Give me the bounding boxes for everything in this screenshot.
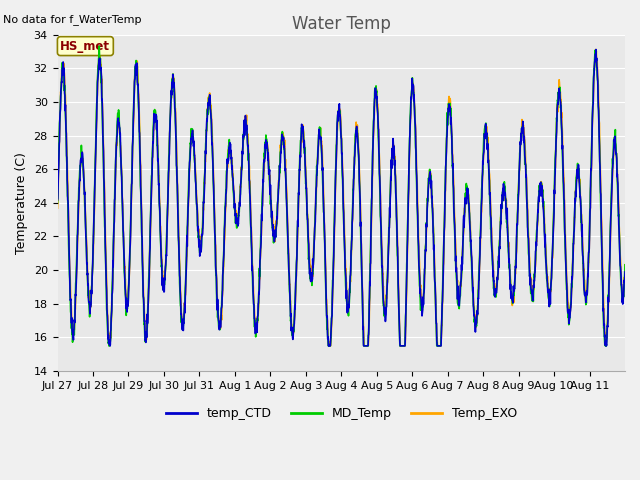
temp_CTD — [330, 253, 337, 259]
Temp_EXO — [500, 183, 508, 189]
Temp_EXO — [605, 296, 612, 302]
Line: MD_Temp: MD_Temp — [58, 46, 625, 346]
Line: Temp_EXO: Temp_EXO — [58, 49, 625, 346]
temp_CTD — [500, 192, 508, 198]
Title: Water Temp: Water Temp — [292, 15, 390, 33]
temp_CTD — [106, 343, 114, 349]
temp_CTD — [83, 245, 90, 251]
MD_Temp — [621, 262, 629, 268]
MD_Temp — [605, 279, 612, 285]
Temp_EXO — [83, 241, 90, 247]
Text: HS_met: HS_met — [60, 40, 110, 53]
temp_CTD — [605, 291, 612, 297]
Text: No data for f_WaterTemp: No data for f_WaterTemp — [3, 14, 141, 25]
Temp_EXO — [324, 343, 332, 349]
Temp_EXO — [315, 141, 323, 146]
Temp_EXO — [592, 47, 600, 52]
Temp_EXO — [330, 259, 337, 265]
Temp_EXO — [621, 262, 629, 268]
MD_Temp — [95, 43, 103, 49]
Temp_EXO — [54, 205, 61, 211]
temp_CTD — [315, 134, 323, 140]
temp_CTD — [621, 269, 629, 275]
MD_Temp — [501, 183, 509, 189]
MD_Temp — [105, 343, 113, 349]
Line: temp_CTD: temp_CTD — [58, 49, 625, 346]
Temp_EXO — [605, 284, 613, 289]
MD_Temp — [330, 230, 338, 236]
Y-axis label: Temperature (C): Temperature (C) — [15, 152, 28, 254]
MD_Temp — [605, 272, 613, 278]
MD_Temp — [83, 249, 90, 255]
temp_CTD — [54, 197, 61, 203]
MD_Temp — [315, 135, 323, 141]
MD_Temp — [54, 200, 61, 205]
temp_CTD — [592, 47, 600, 52]
temp_CTD — [605, 276, 613, 282]
Legend: temp_CTD, MD_Temp, Temp_EXO: temp_CTD, MD_Temp, Temp_EXO — [161, 402, 522, 425]
